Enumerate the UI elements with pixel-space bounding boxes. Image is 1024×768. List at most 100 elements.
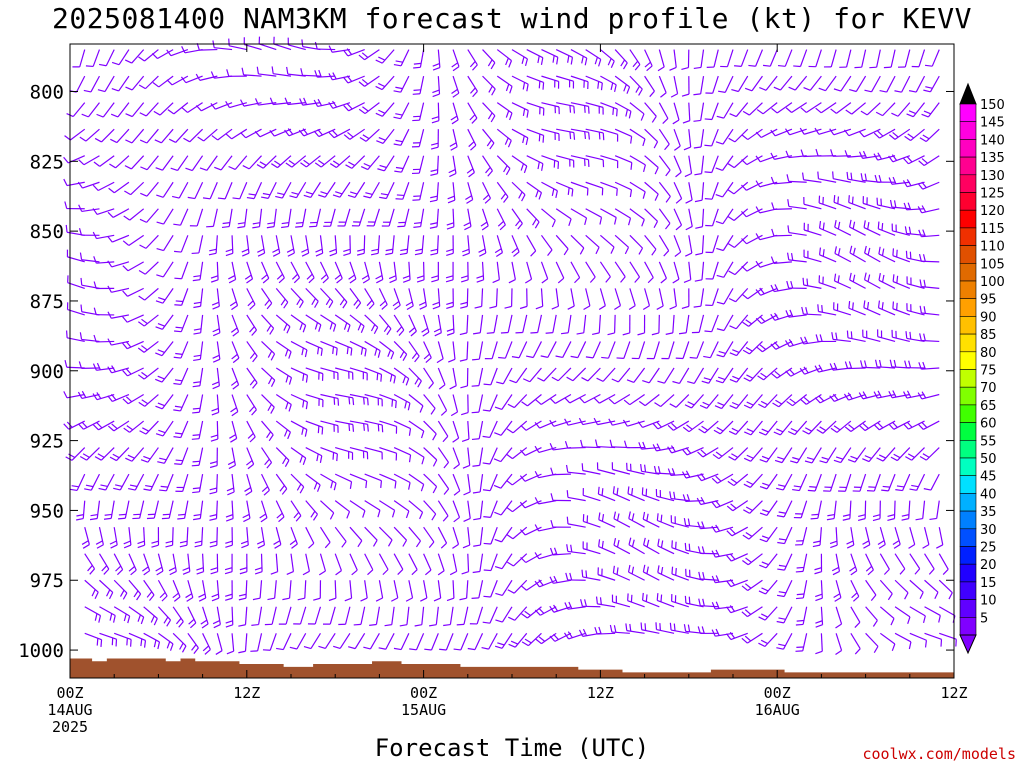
barb-flag (194, 540, 203, 544)
wind-barb (850, 579, 860, 602)
barb-staff (931, 49, 940, 67)
wind-barb (715, 128, 734, 145)
barb-staff (406, 235, 410, 254)
wind-barb (212, 341, 221, 363)
wind-barb (506, 526, 528, 540)
barb-flag (534, 580, 540, 588)
barb-flag (283, 323, 288, 331)
colorbar-swatch (959, 103, 977, 123)
barb-flag (140, 638, 143, 647)
wind-barb (378, 314, 392, 336)
barb-staff (79, 49, 86, 68)
barb-flag (379, 300, 386, 307)
barb-staff (734, 234, 749, 248)
barb-staff (329, 606, 336, 625)
barb-flag (320, 348, 323, 356)
barb-flag (609, 439, 613, 447)
wind-barb (642, 564, 660, 581)
barb-flag (560, 332, 569, 335)
barb-flag (803, 366, 809, 374)
barb-flag (656, 593, 659, 601)
barb-flag (89, 517, 98, 521)
barb-staff (847, 337, 866, 343)
barb-flag (922, 453, 930, 458)
barb-staff (116, 447, 130, 461)
wind-barb (599, 261, 611, 283)
wind-barb (671, 540, 690, 555)
barb-staff (656, 446, 675, 452)
barb-staff (700, 578, 719, 581)
barb-flag (399, 252, 408, 256)
wind-barb (483, 500, 498, 518)
barb-flag (689, 356, 697, 359)
barb-flag (813, 540, 821, 544)
barb-staff (305, 500, 318, 515)
wind-barb (92, 392, 115, 401)
wind-barb (107, 365, 130, 374)
barb-flag (293, 511, 300, 519)
barb-flag (245, 490, 253, 496)
wind-barb (191, 235, 204, 255)
barb-flag (483, 569, 492, 572)
colorbar-label: 90 (980, 310, 997, 325)
barb-flag (612, 107, 615, 115)
barb-flag (651, 115, 657, 123)
barb-flag (801, 172, 805, 180)
barb-flag (641, 219, 645, 227)
barb-flag (416, 279, 425, 283)
barb-flag (225, 133, 233, 140)
barb-staff (825, 75, 837, 92)
wind-barb (364, 526, 378, 547)
barb-flag (608, 418, 613, 426)
barb-staff (848, 201, 866, 210)
barb-flag (430, 146, 439, 150)
barb-staff (511, 49, 528, 60)
wind-barb (740, 208, 763, 218)
barb-staff (180, 447, 189, 465)
wind-barb (673, 128, 681, 151)
barb-staff (723, 102, 734, 119)
barb-flag (196, 571, 204, 575)
barb-staff (290, 261, 301, 278)
barb-flag (774, 341, 780, 348)
barb-staff (253, 182, 263, 199)
barb-staff (803, 128, 822, 135)
wind-barb (613, 511, 631, 528)
barb-staff (834, 252, 852, 263)
colorbar-label: 40 (980, 487, 997, 502)
barb-flag (726, 555, 732, 562)
barb-flag (796, 619, 804, 622)
wind-barb (545, 314, 557, 334)
wind-barb (472, 474, 484, 494)
wind-barb (432, 288, 441, 310)
barb-staff (788, 314, 807, 318)
barb-staff (71, 447, 86, 461)
wind-barb (305, 393, 324, 408)
barb-flag (891, 112, 899, 117)
barb-staff (906, 309, 925, 316)
barb-staff (335, 155, 351, 168)
barb-flag (177, 517, 185, 520)
barb-flag (361, 78, 369, 85)
barb-flag (566, 376, 574, 382)
barb-flag (355, 302, 362, 309)
barb-staff (597, 603, 616, 608)
wind-barb (72, 49, 86, 68)
barb-flag (505, 110, 510, 118)
barb-flag (922, 134, 930, 140)
barb-flag (858, 130, 865, 138)
wind-barb (452, 473, 461, 496)
barb-flag (771, 228, 775, 237)
wind-barb (405, 580, 414, 602)
barb-flag (878, 543, 886, 549)
barb-staff (863, 227, 881, 236)
wind-barb (349, 420, 369, 432)
wind-barb (759, 526, 778, 543)
wind-barb (486, 314, 498, 334)
barb-flag (411, 569, 418, 576)
credit-link[interactable]: coolwx.com/models (862, 745, 1016, 763)
barb-flag (549, 547, 554, 556)
barb-flag (790, 253, 794, 261)
barb-flag (462, 252, 470, 257)
wind-barb (328, 100, 351, 109)
